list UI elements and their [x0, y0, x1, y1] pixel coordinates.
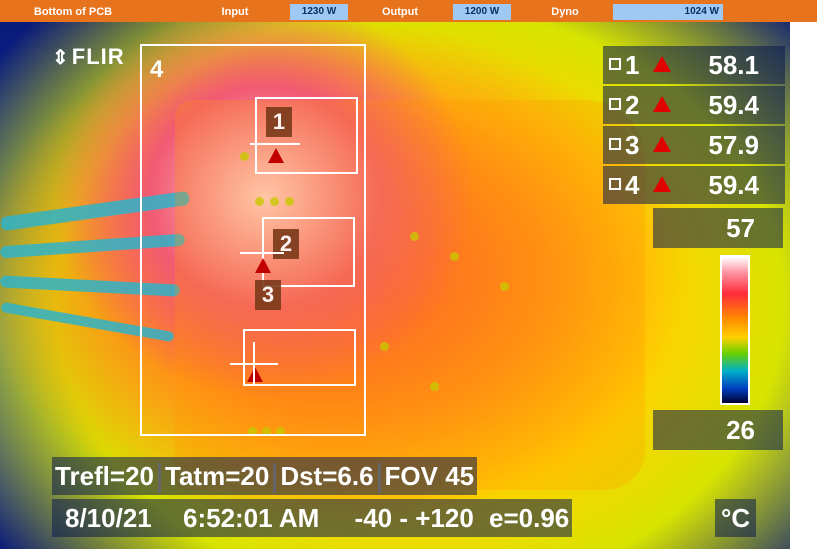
date-value: 8/10/21 — [65, 503, 152, 533]
divider — [158, 463, 162, 494]
trefl-value: Trefl=20 — [55, 461, 155, 491]
info-bar: Bottom of PCB Input 1230 W Output 1200 W… — [0, 0, 817, 22]
via-dot — [248, 427, 257, 436]
crosshair — [253, 342, 255, 384]
measurement-value: 59.4 — [708, 90, 759, 120]
range-value: -40 - +120 — [354, 503, 474, 533]
box-icon — [609, 98, 621, 110]
via-dot — [285, 197, 294, 206]
box-4-label: 4 — [150, 56, 164, 83]
measurement-row-2: 2 59.4 — [603, 86, 785, 124]
box-icon — [609, 138, 621, 150]
via-dot — [500, 282, 509, 291]
measurement-value: 59.4 — [708, 170, 759, 200]
via-dot — [450, 252, 459, 261]
measurement-box-1 — [255, 97, 358, 174]
hotspot-marker-3 — [247, 367, 263, 382]
output-value: 1200 W — [453, 4, 511, 20]
marker-label-2: 2 — [273, 229, 299, 259]
measurement-id: 4 — [625, 170, 640, 200]
crosshair — [240, 252, 284, 254]
output-label: Output — [381, 6, 419, 18]
measurement-box-4 — [140, 44, 366, 436]
via-dot — [430, 382, 439, 391]
via-dot — [255, 197, 264, 206]
divider — [273, 463, 277, 494]
measurement-row-4: 4 59.4 — [603, 166, 785, 204]
marker-label-1: 1 — [266, 107, 292, 137]
time-value: 6:52:01 AM — [182, 503, 320, 533]
params-row-2: 8/10/21 6:52:01 AM -40 - +120 e=0.96 — [52, 499, 573, 537]
pcb-board — [175, 100, 645, 490]
hotspot-marker-2 — [255, 258, 271, 273]
emissivity-value: e=0.96 — [489, 503, 570, 533]
fov-value: FOV 45 — [384, 461, 475, 491]
hot-triangle-icon — [653, 96, 671, 112]
hot-triangle-icon — [653, 56, 671, 72]
unit-label: °C — [715, 499, 757, 537]
dyno-value: 1024 W — [613, 4, 723, 20]
via-dot — [410, 232, 419, 241]
flir-logo: ⇕FLIR — [52, 44, 125, 70]
title-label: Bottom of PCB — [33, 6, 113, 18]
divider — [377, 463, 381, 494]
tatm-value: Tatm=20 — [165, 461, 270, 491]
temperature-colorbar — [720, 255, 750, 405]
measurement-row-3: 3 57.9 — [603, 126, 785, 164]
via-dot — [240, 152, 249, 161]
input-value: 1230 W — [290, 4, 348, 20]
input-label: Input — [221, 6, 249, 18]
via-dot — [262, 427, 271, 436]
logo-text: FLIR — [71, 44, 125, 69]
measurement-id: 3 — [625, 130, 640, 160]
measurement-id: 1 — [625, 50, 640, 80]
box-icon — [609, 178, 621, 190]
measurement-box-3 — [243, 329, 356, 386]
params-row-1: Trefl=20 Tatm=20 Dst=6.6 FOV 45 — [52, 457, 478, 495]
scale-max: 57 — [653, 208, 783, 248]
measurement-id: 2 — [625, 90, 640, 120]
via-dot — [380, 342, 389, 351]
marker-label-3: 3 — [255, 280, 281, 310]
crosshair — [250, 143, 300, 145]
box-icon — [609, 58, 621, 70]
dyno-label: Dyno — [551, 6, 579, 18]
via-dot — [276, 427, 285, 436]
via-dot — [270, 197, 279, 206]
hot-triangle-icon — [653, 176, 671, 192]
measurement-row-1: 1 58.1 — [603, 46, 785, 84]
hot-triangle-icon — [653, 136, 671, 152]
hotspot-marker-1 — [268, 148, 284, 163]
measurement-value: 57.9 — [708, 130, 759, 160]
measurement-value: 58.1 — [708, 50, 759, 80]
scale-min: 26 — [653, 410, 783, 450]
dst-value: Dst=6.6 — [280, 461, 374, 491]
flir-chevron-icon: ⇕ — [52, 47, 70, 69]
